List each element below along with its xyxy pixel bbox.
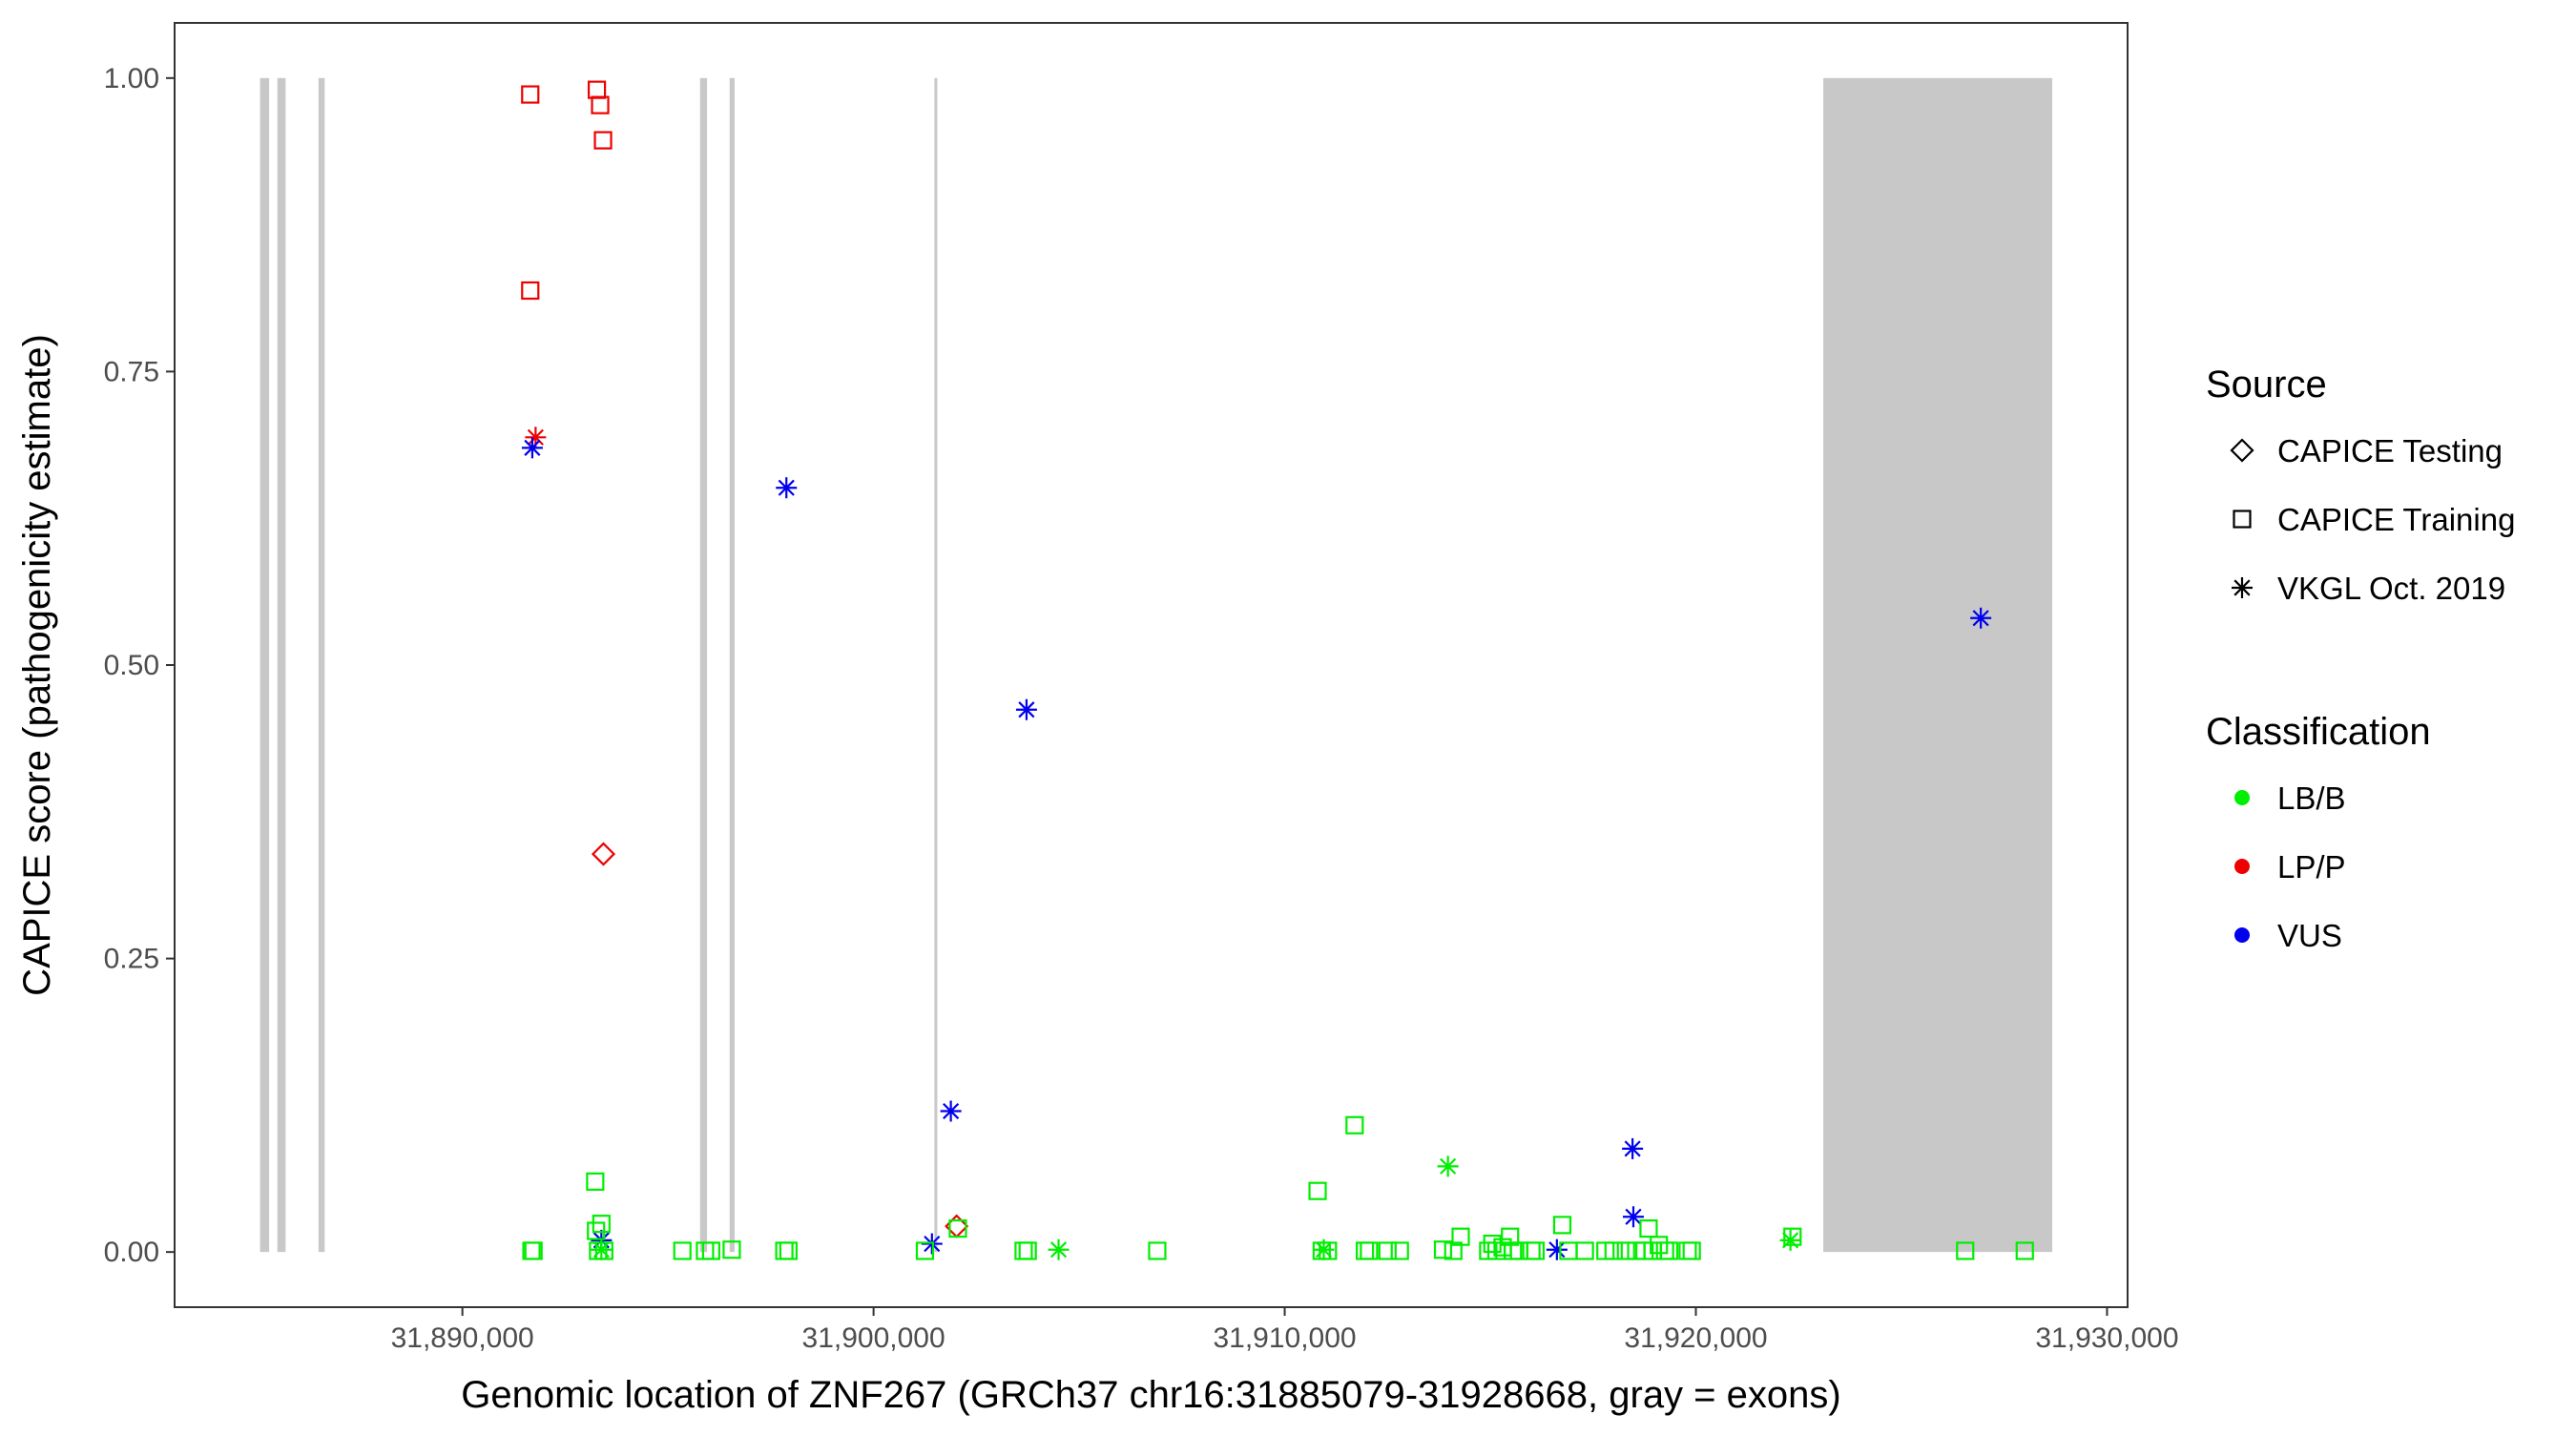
data-point [1437,1155,1459,1177]
data-point [524,1241,543,1260]
data-point [1048,1238,1070,1260]
data-point [1956,1241,1975,1260]
data-point [776,477,798,499]
data-point [1360,1241,1379,1260]
data-point [1682,1241,1701,1260]
legend: Source Classification CAPICE Testing CAPI… [2206,364,2515,953]
data-point [1616,1241,1635,1260]
data-point [948,1218,967,1238]
exon-band [934,77,938,1253]
data-point [591,842,616,866]
x-tick-label: 31,890,000 [391,1322,534,1354]
data-point [921,1233,943,1255]
legend-key-classification [2234,790,2250,805]
data-point [1970,607,1992,629]
x-axis-title: Genomic location of ZNF267 (GRCh37 chr16… [461,1374,1840,1416]
legend-key-source [2233,510,2252,529]
data-point [2015,1241,2034,1260]
x-tick-label: 31,910,000 [1213,1322,1356,1354]
data-point [1308,1181,1327,1200]
data-point [722,1240,741,1259]
legend-label-classification: LB/B [2277,780,2346,816]
data-point [1483,1234,1502,1254]
y-tick-label: 0.75 [104,356,159,387]
y-tick-label: 1.00 [104,63,159,94]
legend-label-classification: VUS [2277,918,2342,953]
data-point [673,1241,692,1260]
data-point [1623,1206,1645,1228]
data-point [1433,1240,1453,1259]
legend-key-source [2230,438,2254,463]
legend-key-source [2232,577,2253,598]
y-tick-label: 0.00 [104,1237,159,1268]
y-tick-label: 0.50 [104,650,159,681]
data-point [1650,1236,1669,1255]
data-point [1148,1241,1167,1260]
exon-band [699,77,708,1253]
exon-band [729,77,735,1253]
data-point [521,85,540,104]
legend-label-classification: LP/P [2277,849,2346,884]
exon-band [318,77,325,1253]
data-point [591,95,610,114]
y-axis: 0.00 0.25 0.50 0.75 1.00 [104,63,175,1268]
data-point [593,131,613,150]
data-point [586,1172,605,1191]
data-point [1622,1137,1644,1159]
exon-bands [260,77,2053,1253]
data-point [521,437,543,459]
data-point [1575,1241,1594,1260]
data-point [940,1100,962,1122]
data-point [1451,1227,1470,1246]
data-point [779,1241,799,1260]
data-point [1390,1241,1409,1260]
x-tick-label: 31,930,000 [2035,1322,2178,1354]
data-point [701,1241,720,1260]
data-point [594,1241,613,1260]
data-point [1015,698,1037,720]
legend-label-source: CAPICE Training [2277,502,2515,537]
legend-source-title: Source [2206,364,2327,406]
legend-label-source: CAPICE Testing [2277,433,2503,468]
data-point [592,1215,611,1234]
legend-key-classification [2234,927,2250,943]
exon-band [277,77,286,1253]
legend-classification-title: Classification [2206,711,2431,753]
exon-band [260,77,270,1253]
data-point [521,281,540,301]
data-point [1779,1229,1801,1251]
data-point [1526,1241,1546,1260]
data-point [587,1221,606,1240]
legend-key-classification [2234,859,2250,874]
x-axis: 31,890,000 31,900,000 31,910,000 31,920,000… [391,1307,2179,1354]
data-point [915,1241,935,1260]
exon-band [1823,77,2053,1253]
data-point [1659,1241,1679,1260]
y-tick-label: 0.25 [104,944,159,975]
data-point [1783,1227,1802,1246]
data-points [521,80,2034,1260]
data-point [1552,1216,1572,1235]
data-point [1378,1241,1397,1260]
data-point [1018,1241,1037,1260]
data-point [1319,1241,1338,1260]
x-tick-label: 31,900,000 [802,1322,945,1354]
data-point [1604,1241,1623,1260]
data-point [1345,1115,1364,1134]
y-axis-title: CAPICE score (pathogenicity estimate) [16,334,58,996]
data-point [1639,1218,1658,1238]
legend-label-source: VKGL Oct. 2019 [2277,571,2505,606]
x-tick-label: 31,920,000 [1624,1322,1767,1354]
data-point [1546,1238,1568,1260]
